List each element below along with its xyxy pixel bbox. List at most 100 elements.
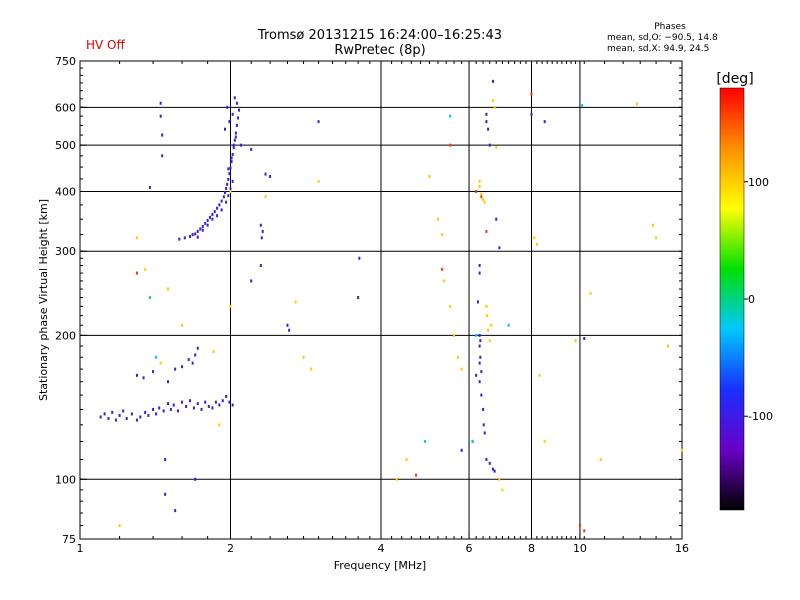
data-point	[178, 237, 181, 241]
data-point	[236, 116, 239, 120]
data-point	[428, 174, 431, 178]
data-point	[589, 291, 592, 295]
data-point	[453, 333, 456, 337]
data-point	[240, 143, 243, 147]
data-point	[114, 418, 117, 422]
data-point	[449, 143, 452, 147]
data-point	[189, 399, 192, 403]
x-tick-label: 4	[378, 542, 385, 555]
data-point	[488, 461, 491, 465]
data-point	[487, 328, 490, 332]
data-point	[167, 380, 170, 384]
data-point	[485, 229, 488, 233]
data-point	[164, 492, 167, 496]
data-point	[574, 339, 577, 343]
data-point	[543, 120, 546, 124]
y-tick-label: 750	[55, 55, 76, 68]
data-point	[666, 344, 669, 348]
data-point	[209, 215, 212, 219]
data-point	[479, 355, 482, 359]
data-point	[460, 448, 463, 452]
data-point	[196, 346, 199, 350]
data-point	[167, 402, 170, 406]
data-point	[478, 344, 481, 348]
data-point	[485, 457, 488, 461]
data-point	[201, 228, 204, 232]
data-point	[233, 138, 236, 142]
data-point	[216, 206, 219, 210]
data-point	[213, 210, 216, 214]
data-point	[194, 232, 197, 236]
phase-summary-x: mean, sd,X: 94.9, 24.5	[607, 44, 710, 54]
data-point	[155, 355, 158, 359]
data-points	[99, 79, 683, 533]
chart-title-line2: RwPretec (8p)	[334, 43, 426, 58]
data-point	[181, 323, 184, 327]
data-point	[259, 264, 262, 268]
data-point	[480, 195, 483, 199]
data-point	[148, 185, 151, 189]
y-axis-label: Stationary phase Virtual Height [km]	[37, 199, 50, 401]
data-point	[288, 328, 291, 332]
data-point	[139, 415, 142, 419]
data-point	[147, 413, 150, 417]
data-point	[206, 218, 209, 222]
data-point	[485, 120, 488, 124]
data-point	[211, 406, 214, 410]
data-point	[317, 120, 320, 124]
data-point	[578, 524, 581, 528]
data-point	[490, 323, 493, 327]
data-point	[358, 256, 361, 260]
data-point	[250, 279, 253, 283]
data-point	[488, 339, 491, 343]
data-point	[206, 223, 209, 227]
colorbar-label: [deg]	[716, 71, 753, 87]
data-point	[174, 367, 177, 371]
data-point	[238, 108, 241, 112]
data-point	[235, 101, 238, 105]
data-point	[234, 135, 237, 139]
data-point	[405, 457, 408, 461]
data-point	[144, 410, 147, 414]
data-point	[212, 350, 215, 354]
colorbar-tick-label: -100	[748, 410, 773, 423]
data-point	[475, 333, 478, 337]
data-point	[194, 353, 197, 357]
data-point	[264, 195, 267, 199]
data-point	[493, 105, 496, 109]
data-point	[478, 184, 481, 188]
data-point	[357, 296, 360, 300]
data-point	[478, 380, 481, 384]
data-point	[635, 102, 638, 106]
x-tick-label: 16	[675, 542, 689, 555]
y-tick-label: 300	[55, 245, 76, 258]
data-point	[415, 473, 418, 477]
data-point	[501, 488, 504, 492]
data-point	[167, 287, 170, 291]
data-point	[485, 112, 488, 116]
y-axis: 75 100 200 300 400 500 600 750	[55, 55, 682, 546]
data-point	[200, 407, 203, 411]
data-point	[478, 179, 481, 183]
data-point	[486, 314, 489, 318]
phase-summary: Phases mean, sd,O: −90.5, 14.8 mean, sd,…	[560, 22, 740, 55]
data-point	[224, 127, 227, 131]
data-point	[480, 192, 483, 196]
data-point	[535, 242, 538, 246]
y-tick-label: 200	[55, 329, 76, 342]
data-point	[424, 439, 427, 443]
data-point	[229, 304, 232, 308]
data-point	[480, 393, 483, 397]
x-tick-label: 8	[528, 542, 535, 555]
data-point	[480, 370, 483, 374]
data-point	[460, 367, 463, 371]
data-point	[148, 296, 151, 300]
data-point	[533, 236, 536, 240]
y-tick-label: 100	[55, 473, 76, 486]
data-point	[224, 191, 227, 195]
data-point	[583, 529, 586, 533]
data-point	[159, 101, 162, 105]
data-point	[495, 217, 498, 221]
data-point	[441, 233, 444, 237]
data-point	[130, 412, 133, 416]
